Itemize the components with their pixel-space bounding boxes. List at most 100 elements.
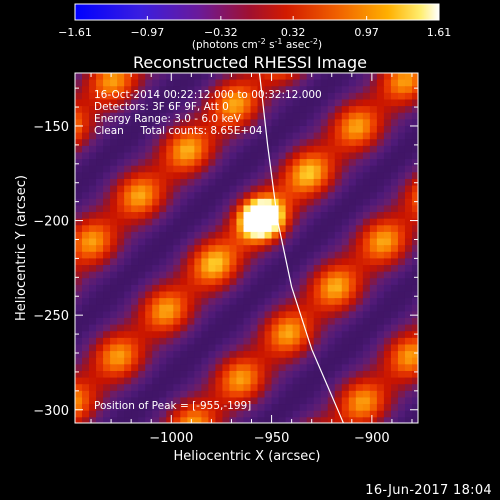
heatmap-pixel	[397, 152, 406, 160]
heatmap-pixel	[131, 152, 139, 160]
heatmap-pixel	[124, 231, 132, 240]
heatmap-pixel	[348, 397, 357, 405]
heatmap-pixel	[278, 132, 287, 140]
heatmap-pixel	[222, 311, 231, 319]
annotation-counts: Clean Total counts: 8.65E+04	[94, 125, 263, 137]
heatmap-pixel	[180, 112, 188, 120]
heatmap-pixel	[397, 377, 406, 385]
heatmap-pixel	[243, 125, 252, 134]
heatmap-pixel	[390, 119, 399, 127]
heatmap-pixel	[397, 384, 406, 392]
heatmap-pixel	[390, 357, 399, 365]
heatmap-pixel	[103, 185, 111, 193]
heatmap-pixel	[138, 417, 146, 423]
heatmap-pixel	[390, 218, 399, 226]
heatmap-pixel	[110, 238, 118, 246]
heatmap-pixel	[110, 73, 118, 81]
heatmap-pixel	[257, 212, 266, 220]
heatmap-pixel	[292, 99, 301, 107]
heatmap-pixel	[404, 370, 413, 379]
heatmap-pixel	[264, 198, 273, 207]
heatmap-pixel	[313, 390, 322, 399]
heatmap-pixel	[222, 139, 231, 147]
heatmap-pixel	[89, 192, 97, 200]
heatmap-pixel	[271, 251, 280, 259]
heatmap-pixel	[355, 251, 364, 259]
heatmap-pixel	[397, 318, 406, 326]
heatmap-pixel	[250, 139, 259, 147]
heatmap-pixel	[397, 298, 406, 306]
heatmap-pixel	[299, 318, 308, 326]
heatmap-pixel	[362, 165, 371, 173]
heatmap-pixel	[348, 337, 357, 346]
heatmap-pixel	[145, 377, 153, 385]
heatmap-pixel	[124, 410, 132, 418]
heatmap-pixel	[215, 192, 224, 200]
heatmap-pixel	[278, 351, 287, 359]
heatmap-pixel	[257, 231, 266, 240]
heatmap-pixel	[103, 417, 111, 423]
heatmap-pixel	[229, 212, 238, 220]
heatmap-pixel	[222, 370, 231, 379]
heatmap-pixel	[243, 159, 252, 167]
heatmap-pixel	[201, 410, 209, 418]
heatmap-pixel	[306, 132, 315, 140]
heatmap-pixel	[419, 232, 427, 239]
heatmap-pixel	[348, 311, 357, 319]
heatmap-pixel	[117, 99, 125, 107]
heatmap-pixel	[327, 331, 336, 339]
heatmap-pixel	[194, 99, 202, 107]
heatmap-pixel	[236, 258, 245, 266]
heatmap-pixel	[89, 218, 97, 226]
heatmap-pixel	[75, 324, 83, 332]
heatmap-pixel	[397, 185, 406, 193]
heatmap-pixel	[334, 318, 343, 326]
heatmap-pixel	[257, 357, 266, 365]
heatmap-pixel	[124, 145, 132, 154]
heatmap-pixel	[271, 265, 280, 273]
heatmap-pixel	[229, 258, 238, 266]
heatmap-pixel	[390, 86, 399, 94]
heatmap-pixel	[404, 152, 413, 160]
heatmap-pixel	[103, 238, 111, 246]
heatmap-pixel	[159, 337, 167, 346]
heatmap-pixel	[82, 86, 90, 94]
heatmap-pixel	[369, 139, 378, 147]
heatmap-pixel	[138, 172, 146, 180]
heatmap-pixel	[362, 192, 371, 200]
heatmap-pixel	[250, 86, 259, 94]
heatmap-pixel	[376, 351, 385, 359]
heatmap-pixel	[138, 86, 146, 94]
heatmap-pixel	[138, 370, 146, 379]
heatmap-pixel	[341, 218, 350, 226]
heatmap-pixel	[411, 284, 418, 293]
heatmap-pixel	[138, 397, 146, 405]
heatmap-pixel	[250, 145, 259, 154]
heatmap-pixel	[250, 337, 259, 346]
heatmap-pixel	[278, 258, 287, 266]
heatmap-pixel	[292, 337, 301, 346]
heatmap-pixel	[264, 384, 273, 392]
heatmap-pixel	[117, 324, 125, 332]
heatmap-pixel	[89, 404, 97, 412]
heatmap-pixel	[236, 331, 245, 339]
heatmap-pixel	[419, 212, 427, 219]
heatmap-pixel	[348, 238, 357, 246]
heatmap-pixel	[397, 192, 406, 200]
heatmap-pixel	[243, 384, 252, 392]
heatmap-pixel	[411, 145, 418, 154]
heatmap-pixel	[138, 79, 146, 87]
heatmap-pixel	[159, 99, 167, 107]
heatmap-pixel	[341, 205, 350, 213]
heatmap-pixel	[152, 159, 160, 167]
heatmap-pixel	[369, 212, 378, 220]
heatmap-pixel	[264, 99, 273, 107]
heatmap-pixel	[419, 225, 427, 232]
heatmap-pixel	[411, 106, 418, 114]
heatmap-pixel	[208, 172, 217, 180]
heatmap-pixel	[257, 119, 266, 127]
heatmap-pixel	[201, 106, 209, 114]
heatmap-pixel	[215, 397, 224, 405]
heatmap-pixel	[96, 271, 104, 279]
heatmap-pixel	[145, 178, 153, 187]
